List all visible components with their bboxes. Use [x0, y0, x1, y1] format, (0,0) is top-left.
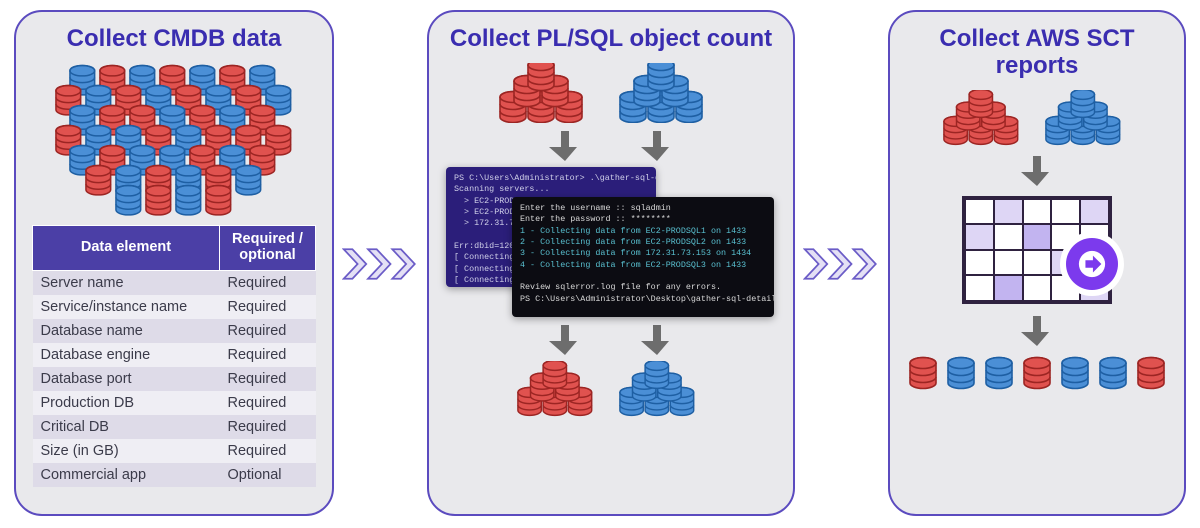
arrows-down-1: [549, 129, 673, 163]
cell-req: Optional: [220, 463, 316, 487]
panel-title: Collect CMDB data: [67, 26, 282, 53]
cell-name: Commercial app: [33, 463, 220, 487]
table-row: Size (in GB)Required: [33, 439, 316, 463]
cmdb-table: Data element Required / optional Server …: [32, 225, 316, 487]
process-connector-1: [342, 244, 420, 284]
cell-req: Required: [220, 295, 316, 319]
cell-name: Service/instance name: [33, 295, 220, 319]
db-stack-blue: [617, 361, 707, 419]
db-stack-red: [515, 361, 605, 419]
db-stack-blue: [1043, 90, 1133, 148]
cell-req: Required: [220, 391, 316, 415]
db-pair-bottom: [515, 361, 707, 419]
db-icon-blue: [1060, 356, 1090, 390]
terminal-stack: PS C:\Users\Administrator> .\gather-sql-…: [446, 167, 776, 317]
cell-name: Database port: [33, 367, 220, 391]
cell-name: Size (in GB): [33, 439, 220, 463]
cell-req: Required: [220, 439, 316, 463]
cmdb-table-body: Server nameRequiredService/instance name…: [33, 270, 316, 487]
cell-name: Production DB: [33, 391, 220, 415]
table-row: Critical DBRequired: [33, 415, 316, 439]
table-row: Production DBRequired: [33, 391, 316, 415]
table-row: Database portRequired: [33, 367, 316, 391]
process-connector-2: [803, 244, 881, 284]
cell-name: Database name: [33, 319, 220, 343]
table-header-col2: Required / optional: [220, 225, 316, 270]
arrow-right-circle-icon: [1077, 249, 1107, 279]
db-icon-red: [908, 356, 938, 390]
table-row: Server nameRequired: [33, 270, 316, 295]
db-pair-sct: [941, 90, 1133, 148]
cell-req: Required: [220, 367, 316, 391]
db-stack-red: [497, 63, 605, 123]
db-cluster-svg: [39, 63, 309, 219]
arrows-down-2: [549, 323, 673, 357]
db-pair-top: [497, 63, 725, 123]
table-row: Service/instance nameRequired: [33, 295, 316, 319]
db-icon-blue: [946, 356, 976, 390]
arrows-down-4: [1021, 314, 1053, 348]
db-icon-blue: [984, 356, 1014, 390]
table-row: Commercial appOptional: [33, 463, 316, 487]
db-stack-red: [941, 90, 1031, 148]
arrows-down-3: [1021, 154, 1053, 188]
panel-sct: Collect AWS SCT reports: [888, 10, 1186, 516]
db-icon-red: [1022, 356, 1052, 390]
sct-report-icon: [962, 196, 1112, 304]
cell-name: Database engine: [33, 343, 220, 367]
cell-req: Required: [220, 415, 316, 439]
db-icon-blue: [1098, 356, 1128, 390]
cell-name: Critical DB: [33, 415, 220, 439]
panel-title: Collect AWS SCT reports: [906, 26, 1168, 80]
sct-export-badge: [1066, 238, 1118, 290]
db-icon-red: [1136, 356, 1166, 390]
table-header-col1: Data element: [33, 225, 220, 270]
panel-plsql: Collect PL/SQL object count PS C:\Users\…: [427, 10, 795, 516]
process-diagram: Collect CMDB data Data element Required …: [0, 0, 1200, 528]
db-cluster-mixed: [39, 63, 309, 219]
cell-req: Required: [220, 319, 316, 343]
table-row: Database nameRequired: [33, 319, 316, 343]
db-row-output: [908, 356, 1166, 390]
panel-title: Collect PL/SQL object count: [450, 26, 772, 53]
db-stack-blue: [617, 63, 725, 123]
panel-cmdb: Collect CMDB data Data element Required …: [14, 10, 334, 516]
cell-req: Required: [220, 343, 316, 367]
cell-req: Required: [220, 270, 316, 295]
cell-name: Server name: [33, 270, 220, 295]
terminal-front: Enter the username :: sqladmin Enter the…: [512, 197, 774, 317]
table-row: Database engineRequired: [33, 343, 316, 367]
